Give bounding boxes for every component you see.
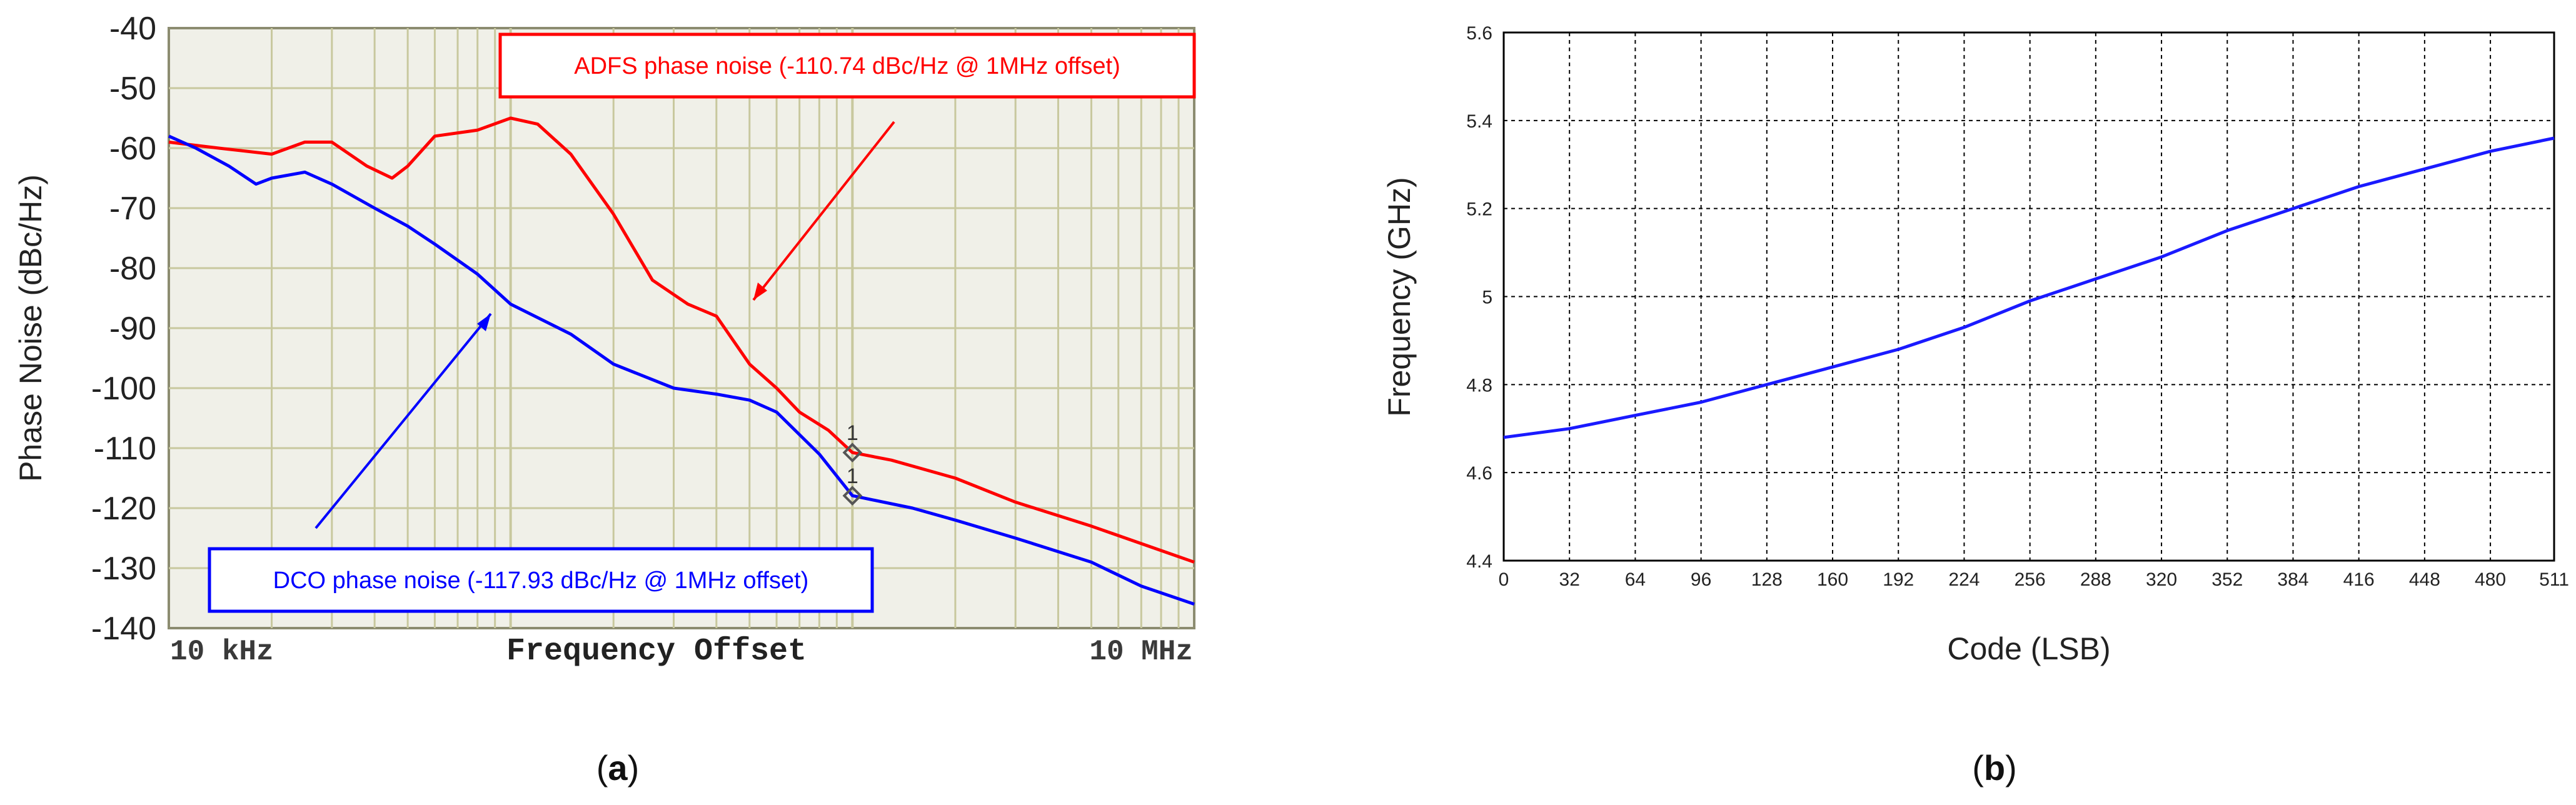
x-tick-label-b: 384 <box>2277 569 2308 590</box>
x-tick-label-b: 480 <box>2475 569 2506 590</box>
y-tick-label-a: -90 <box>109 311 156 347</box>
y-ticks-a: -40 -50 -60 -70 -80 -90 -100 -110 -120 -130 -140 <box>91 11 156 647</box>
dco-phase-noise-line <box>168 134 1195 606</box>
x-tick-label-b: 32 <box>1559 569 1580 590</box>
caption-a: (a) <box>596 748 639 788</box>
adfs-arrow-head <box>753 282 767 300</box>
y-tick-label-a: -70 <box>109 191 156 227</box>
x-tick-label-b: 224 <box>1948 569 1980 590</box>
frequency-line <box>1503 136 2555 439</box>
y-axis-label-a: Phase Noise (dBc/Hz) <box>13 174 48 482</box>
x-ticks-b: 0 32 64 96 128 160 192 224 256 288 320 352 384 416 448… <box>1499 569 2569 590</box>
x-tick-label-b: 128 <box>1751 569 1783 590</box>
y-tick-label-a: -40 <box>109 11 156 47</box>
x-tick-label-10mhz: 10 MHz <box>1089 636 1193 668</box>
y-tick-label-a: -60 <box>109 131 156 167</box>
x-axis-label-b: Code (LSB) <box>1947 631 2110 666</box>
grid-b <box>1504 32 2554 561</box>
x-tick-label-b: 416 <box>2343 569 2375 590</box>
y-tick-label-a: -140 <box>91 611 156 647</box>
dco-annotation-box <box>208 547 874 613</box>
x-tick-label-b: 511 <box>2539 569 2569 590</box>
y-tick-label-b: 5.6 <box>1466 23 1492 44</box>
x-tick-label-10khz: 10 kHz <box>170 636 274 668</box>
x-tick-label-b: 320 <box>2146 569 2177 590</box>
svg-text:(a): (a) <box>596 748 639 788</box>
y-tick-label-b: 5 <box>1482 288 1492 308</box>
y-axis-label-b: Frequency (GHz) <box>1382 177 1417 416</box>
adfs-phase-noise-line <box>168 116 1195 564</box>
y-tick-label-b: 5.2 <box>1466 199 1492 220</box>
frequency-code-chart: 0 32 64 96 128 160 192 224 256 288 320 352 384 416 448… <box>1382 23 2569 666</box>
x-tick-label-b: 352 <box>2211 569 2243 590</box>
x-tick-label-b: 256 <box>2015 569 2046 590</box>
y-tick-label-a: -110 <box>94 431 156 467</box>
y-tick-label-b: 4.4 <box>1466 551 1492 572</box>
x-tick-label-b: 192 <box>1883 569 1914 590</box>
series-group-a <box>168 116 1195 606</box>
adfs-annotation-arrow <box>752 121 895 301</box>
y-tick-label-a: -80 <box>109 251 156 287</box>
y-tick-label-a: -50 <box>109 71 156 107</box>
x-axis-label-a: Frequency Offset <box>506 634 807 669</box>
markers-a: 11 <box>842 421 863 506</box>
series-group-b <box>1503 136 2555 439</box>
y-tick-label-b: 4.8 <box>1466 375 1492 396</box>
marker-label: 1 <box>847 421 858 445</box>
marker-diamond <box>842 442 863 462</box>
dco-arrow-head <box>477 314 491 331</box>
caption-a-letter: a <box>608 748 628 788</box>
y-tick-label-a: -120 <box>91 491 156 527</box>
x-tick-label-b: 0 <box>1499 569 1509 590</box>
y-ticks-b: 4.4 4.6 4.8 5 5.2 5.4 5.6 <box>1466 23 1492 572</box>
svg-text:(b): (b) <box>1972 748 2017 788</box>
marker-label: 1 <box>847 464 858 488</box>
y-tick-label-b: 4.6 <box>1466 463 1492 484</box>
adfs-annotation-box <box>498 32 1196 99</box>
y-tick-label-b: 5.4 <box>1466 111 1492 132</box>
dco-annotation-arrow <box>314 312 492 529</box>
caption-b-letter: b <box>1984 748 2005 788</box>
x-tick-label-b: 64 <box>1625 569 1646 590</box>
x-tick-label-b: 96 <box>1691 569 1711 590</box>
marker-diamond <box>842 486 863 506</box>
x-tick-label-b: 288 <box>2080 569 2111 590</box>
adfs-annotation-text: ADFS phase noise (-110.74 dBc/Hz @ 1MHz … <box>574 53 1120 79</box>
y-tick-label-a: -100 <box>91 371 156 407</box>
x-tick-label-b: 448 <box>2409 569 2440 590</box>
dco-annotation-text: DCO phase noise (-117.93 dBc/Hz @ 1MHz o… <box>273 568 809 594</box>
caption-b: (b) <box>1972 748 2017 788</box>
y-tick-label-a: -130 <box>91 551 156 587</box>
x-tick-label-b: 160 <box>1817 569 1848 590</box>
phase-noise-chart: -40 -50 -60 -70 -80 -90 -100 -110 -120 -130 -140 1… <box>13 11 1196 669</box>
